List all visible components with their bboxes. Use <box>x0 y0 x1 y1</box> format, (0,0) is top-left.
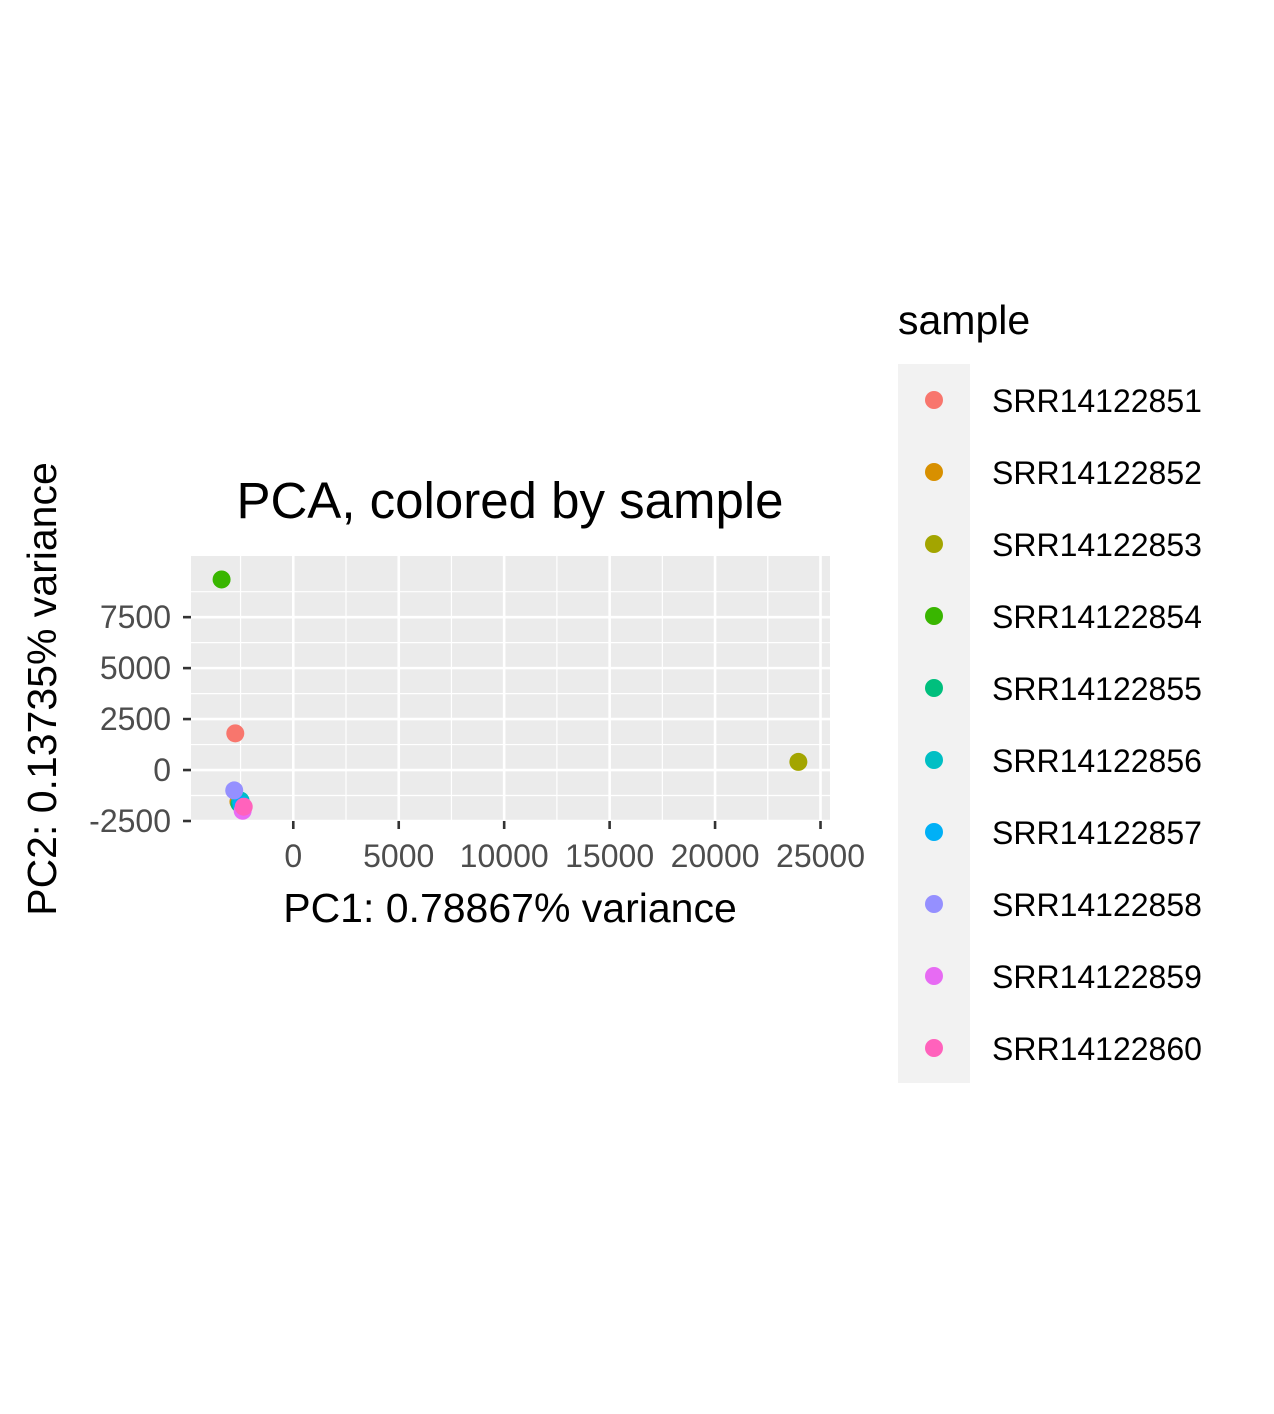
data-point-SRR14122851 <box>226 724 245 743</box>
x-tick-label: 10000 <box>460 838 549 874</box>
x-tick-label: 0 <box>284 838 302 874</box>
legend-key-SRR14122860 <box>925 1039 943 1057</box>
legend-label-SRR14122856: SRR14122856 <box>992 743 1202 779</box>
legend-key-SRR14122859 <box>925 967 943 985</box>
legend-label-SRR14122854: SRR14122854 <box>992 599 1202 635</box>
chart-title: PCA, colored by sample <box>236 472 783 529</box>
legend-key-SRR14122856 <box>925 751 943 769</box>
legend-key-SRR14122857 <box>925 823 943 841</box>
legend-title: sample <box>898 297 1030 343</box>
x-tick-label: 20000 <box>671 838 760 874</box>
legend-label-SRR14122851: SRR14122851 <box>992 383 1202 419</box>
x-tick-label: 15000 <box>565 838 654 874</box>
data-point-SRR14122858 <box>225 781 244 800</box>
data-point-SRR14122854 <box>212 570 231 589</box>
legend-key-SRR14122858 <box>925 895 943 913</box>
legend-key-SRR14122854 <box>925 607 943 625</box>
plot-panel <box>191 556 830 821</box>
x-tick-label: 25000 <box>776 838 865 874</box>
legend-label-SRR14122853: SRR14122853 <box>992 527 1202 563</box>
y-tick-label: 0 <box>153 752 171 788</box>
y-tick-label: 2500 <box>100 701 171 737</box>
legend-key-SRR14122851 <box>925 391 943 409</box>
data-points <box>212 570 808 820</box>
legend-key-SRR14122855 <box>925 679 943 697</box>
data-point-SRR14122860 <box>234 797 253 816</box>
x-tick-label: 5000 <box>363 838 434 874</box>
x-axis-title: PC1: 0.78867% variance <box>283 885 737 931</box>
y-axis-title: PC2: 0.13735% variance <box>19 462 65 916</box>
legend-label-SRR14122852: SRR14122852 <box>992 455 1202 491</box>
y-tick-label: -2500 <box>89 803 171 839</box>
legend: SRR14122851 SRR14122852 SRR14122853 SRR1412… <box>925 383 1202 1067</box>
legend-label-SRR14122859: SRR14122859 <box>992 959 1202 995</box>
y-tick-label: 7500 <box>100 599 171 635</box>
x-axis: 0 5000 10000 15000 20000 25000 <box>284 821 865 874</box>
y-axis: -2500 0 2500 5000 7500 <box>89 599 191 839</box>
data-point-SRR14122853 <box>789 752 808 771</box>
legend-label-SRR14122855: SRR14122855 <box>992 671 1202 707</box>
legend-key-SRR14122852 <box>925 463 943 481</box>
legend-label-SRR14122858: SRR14122858 <box>992 887 1202 923</box>
legend-key-SRR14122853 <box>925 535 943 553</box>
legend-label-SRR14122860: SRR14122860 <box>992 1031 1202 1067</box>
grid-lines <box>191 556 830 823</box>
legend-key-background <box>898 364 970 1083</box>
y-tick-label: 5000 <box>100 650 171 686</box>
legend-label-SRR14122857: SRR14122857 <box>992 815 1202 851</box>
